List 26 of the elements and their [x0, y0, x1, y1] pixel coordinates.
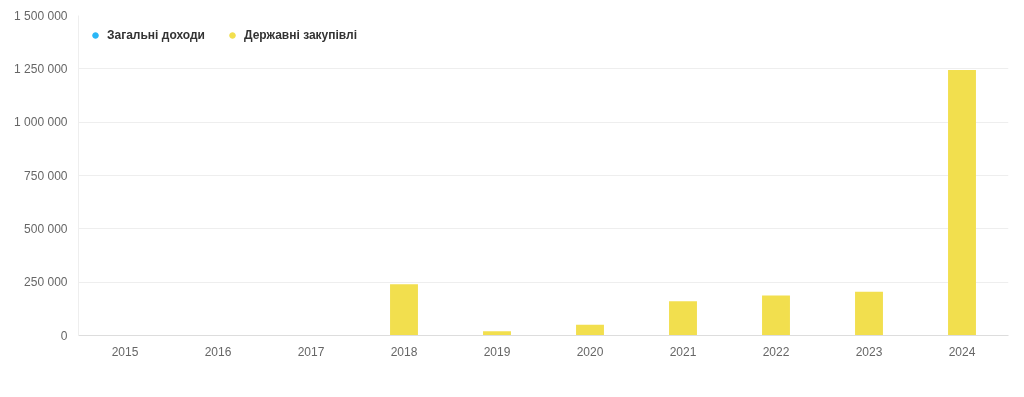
x-tick-label: 2015: [111, 344, 139, 359]
bar: [855, 291, 883, 336]
bar: [390, 284, 418, 336]
x-tick-label: 2023: [855, 344, 883, 359]
y-tick-label: 1 250 000: [14, 61, 68, 76]
bar: [576, 324, 604, 336]
x-tick-label: 2017: [297, 344, 325, 359]
y-tick-label: 1 500 000: [14, 8, 68, 23]
x-tick-label: 2021: [669, 344, 697, 359]
y-tick-label: 750 000: [24, 168, 68, 183]
x-tick-label: 2019: [483, 344, 511, 359]
bar: [483, 331, 511, 336]
x-tick-label: 2016: [204, 344, 232, 359]
x-tick-label: 2022: [762, 344, 790, 359]
legend-label: Державні закупівлі: [243, 28, 358, 42]
y-tick-label: 500 000: [24, 221, 68, 236]
bar: [669, 301, 697, 336]
legend-label: Загальні доходи: [107, 28, 205, 42]
bar: [762, 295, 790, 336]
x-tick-label: 2024: [948, 344, 976, 359]
bar: [948, 69, 976, 336]
y-tick-label: 1 000 000: [14, 115, 68, 130]
x-tick-label: 2018: [390, 344, 418, 359]
x-tick-label: 2020: [576, 344, 604, 359]
y-tick-label: 0: [60, 328, 68, 343]
y-tick-label: 250 000: [24, 275, 68, 290]
